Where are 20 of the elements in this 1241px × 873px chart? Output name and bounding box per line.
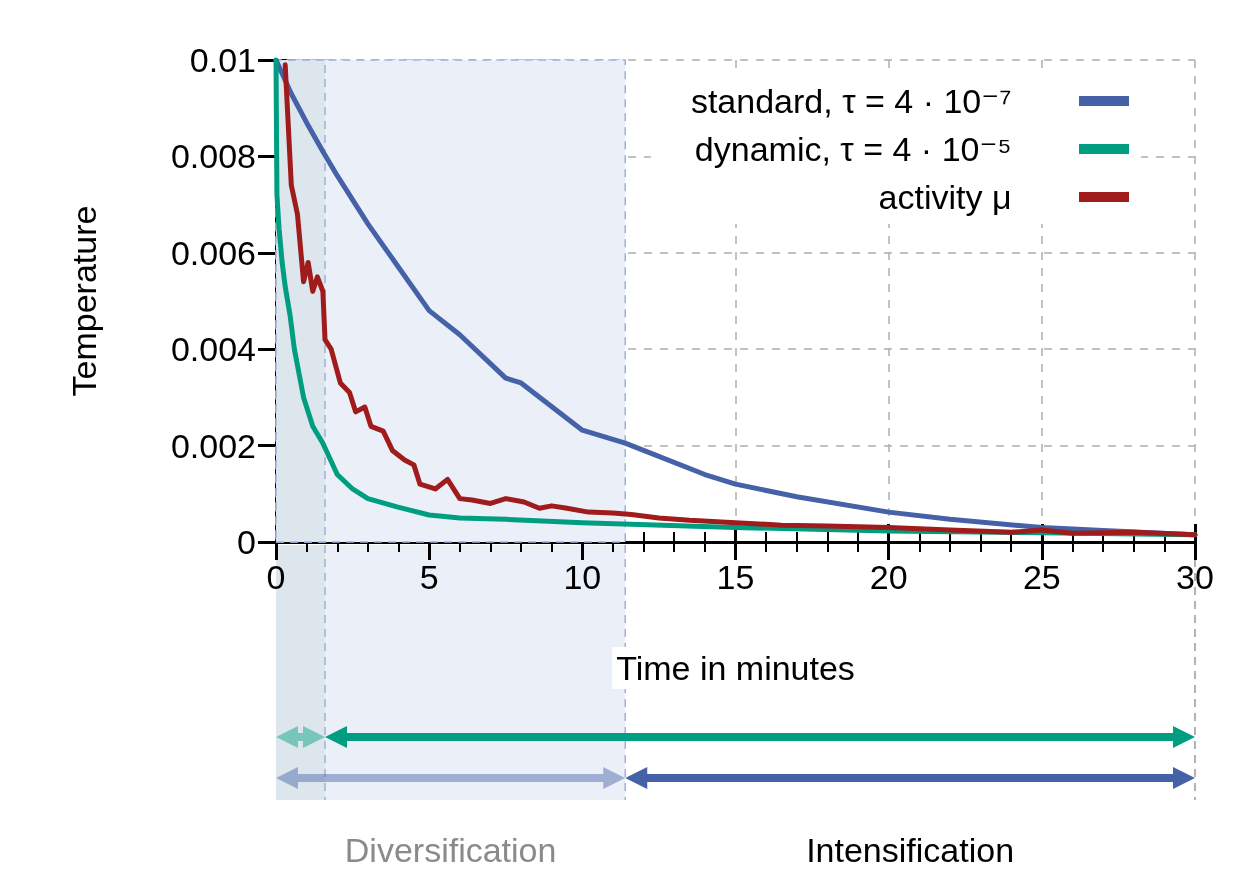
x-tick-label: 5 [419,558,439,596]
legend-label: activity μ [878,178,1012,216]
x-tick-label: 30 [1176,558,1214,596]
x-tick-label: 20 [869,558,908,596]
y-axis-title: Temperature [65,205,103,397]
x-axis-title: Time in minutes [616,649,855,687]
legend-label: standard, τ = 4 · 10⁻⁷ [690,82,1012,120]
x-tick-label: 15 [716,558,755,596]
text: Diversification [344,831,557,869]
y-tick-label: 0.004 [170,330,256,369]
y-tick-label: 0.002 [170,426,256,465]
y-tick-label: 0.006 [170,233,256,272]
y-tick-label: 0.008 [170,137,256,176]
legend-label: dynamic, τ = 4 · 10⁻⁵ [694,130,1012,168]
x-tick-label: 10 [563,558,602,596]
y-tick-label: 0.01 [189,41,256,79]
x-tick-label: 25 [1022,558,1061,596]
text: Intensification [806,831,1015,869]
y-tick-label: 0 [237,523,256,561]
x-tick-label: 0 [266,558,286,596]
